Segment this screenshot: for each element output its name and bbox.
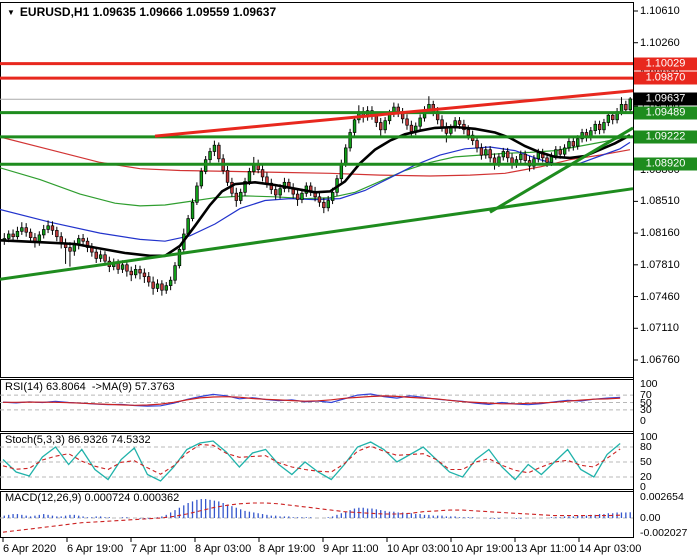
macd-tick-label: 0.002654 [640, 491, 684, 503]
time-tick-label: 10 Apr 19:00 [451, 543, 514, 555]
time-tick-label: 8 Apr 03:00 [195, 543, 252, 555]
time-tick-label: 13 Apr 11:00 [515, 543, 577, 555]
price-tick-label: 1.10260 [640, 36, 680, 49]
stoch-indicator-label: Stoch(5,3,3) 86.9326 74.5332 [5, 434, 151, 446]
dropdown-triangle-icon[interactable]: ▼ [7, 8, 15, 17]
rsi-indicator-label: RSI(14) 63.8064 ->MA(9) 57.3763 [5, 381, 175, 393]
time-tick-label: 9 Apr 11:00 [323, 543, 379, 555]
stoch-tick-label: 50 [640, 456, 652, 468]
time-tick-label: 14 Apr 03:00 [579, 543, 642, 555]
price-badge-support: 1.09489 [634, 106, 697, 120]
time-tick-label: 10 Apr 03:00 [387, 543, 450, 555]
chart-title: ▼ EURUSD,H1 1.09635 1.09666 1.09559 1.096… [7, 5, 276, 19]
rsi-tick-label: 70 [640, 389, 652, 402]
macd-tick-label: 0.00 [640, 512, 661, 524]
stoch-tick-label: 20 [640, 471, 652, 483]
time-tick-label: 6 Apr 19:00 [67, 543, 124, 555]
price-tick-label: 1.07110 [640, 322, 679, 335]
rsi-tick-label: 30 [640, 403, 652, 416]
macd-indicator-label: MACD(12,26,9) 0.000724 0.000362 [5, 492, 180, 504]
macd-tick-label: -0.002027 [640, 527, 688, 539]
time-tick-label: 8 Apr 19:00 [259, 543, 316, 555]
stoch-tick-label: 0 [640, 481, 646, 493]
price-tick-label: 1.10610 [640, 5, 680, 17]
price-badge-current-price: 1.09637 [634, 92, 697, 106]
chart-title-text: EURUSD,H1 1.09635 1.09666 1.09559 1.0963… [19, 5, 277, 19]
time-tick-label: 6 Apr 2020 [3, 543, 57, 555]
stoch-tick-label: 100 [640, 431, 658, 443]
price-tick-label: 1.08510 [640, 195, 680, 208]
price-tick-label: 1.07810 [640, 258, 680, 271]
rsi-tick-label: 0 [640, 415, 646, 427]
price-badge-support: 1.09222 [634, 130, 697, 144]
price-badge-support: 1.08920 [634, 157, 697, 171]
price-badge-resistance: 1.09870 [634, 71, 697, 85]
price-badge-resistance: 1.10029 [634, 57, 697, 71]
stoch-tick-label: 80 [640, 441, 652, 453]
rsi-tick-label: 100 [640, 378, 658, 390]
rsi-tick-label: 50 [640, 396, 652, 409]
time-tick-label: 7 Apr 11:00 [131, 543, 187, 555]
price-tick-label: 1.08160 [640, 227, 680, 240]
price-tick-label: 1.06760 [640, 354, 680, 366]
price-tick-label: 1.07460 [640, 290, 680, 303]
